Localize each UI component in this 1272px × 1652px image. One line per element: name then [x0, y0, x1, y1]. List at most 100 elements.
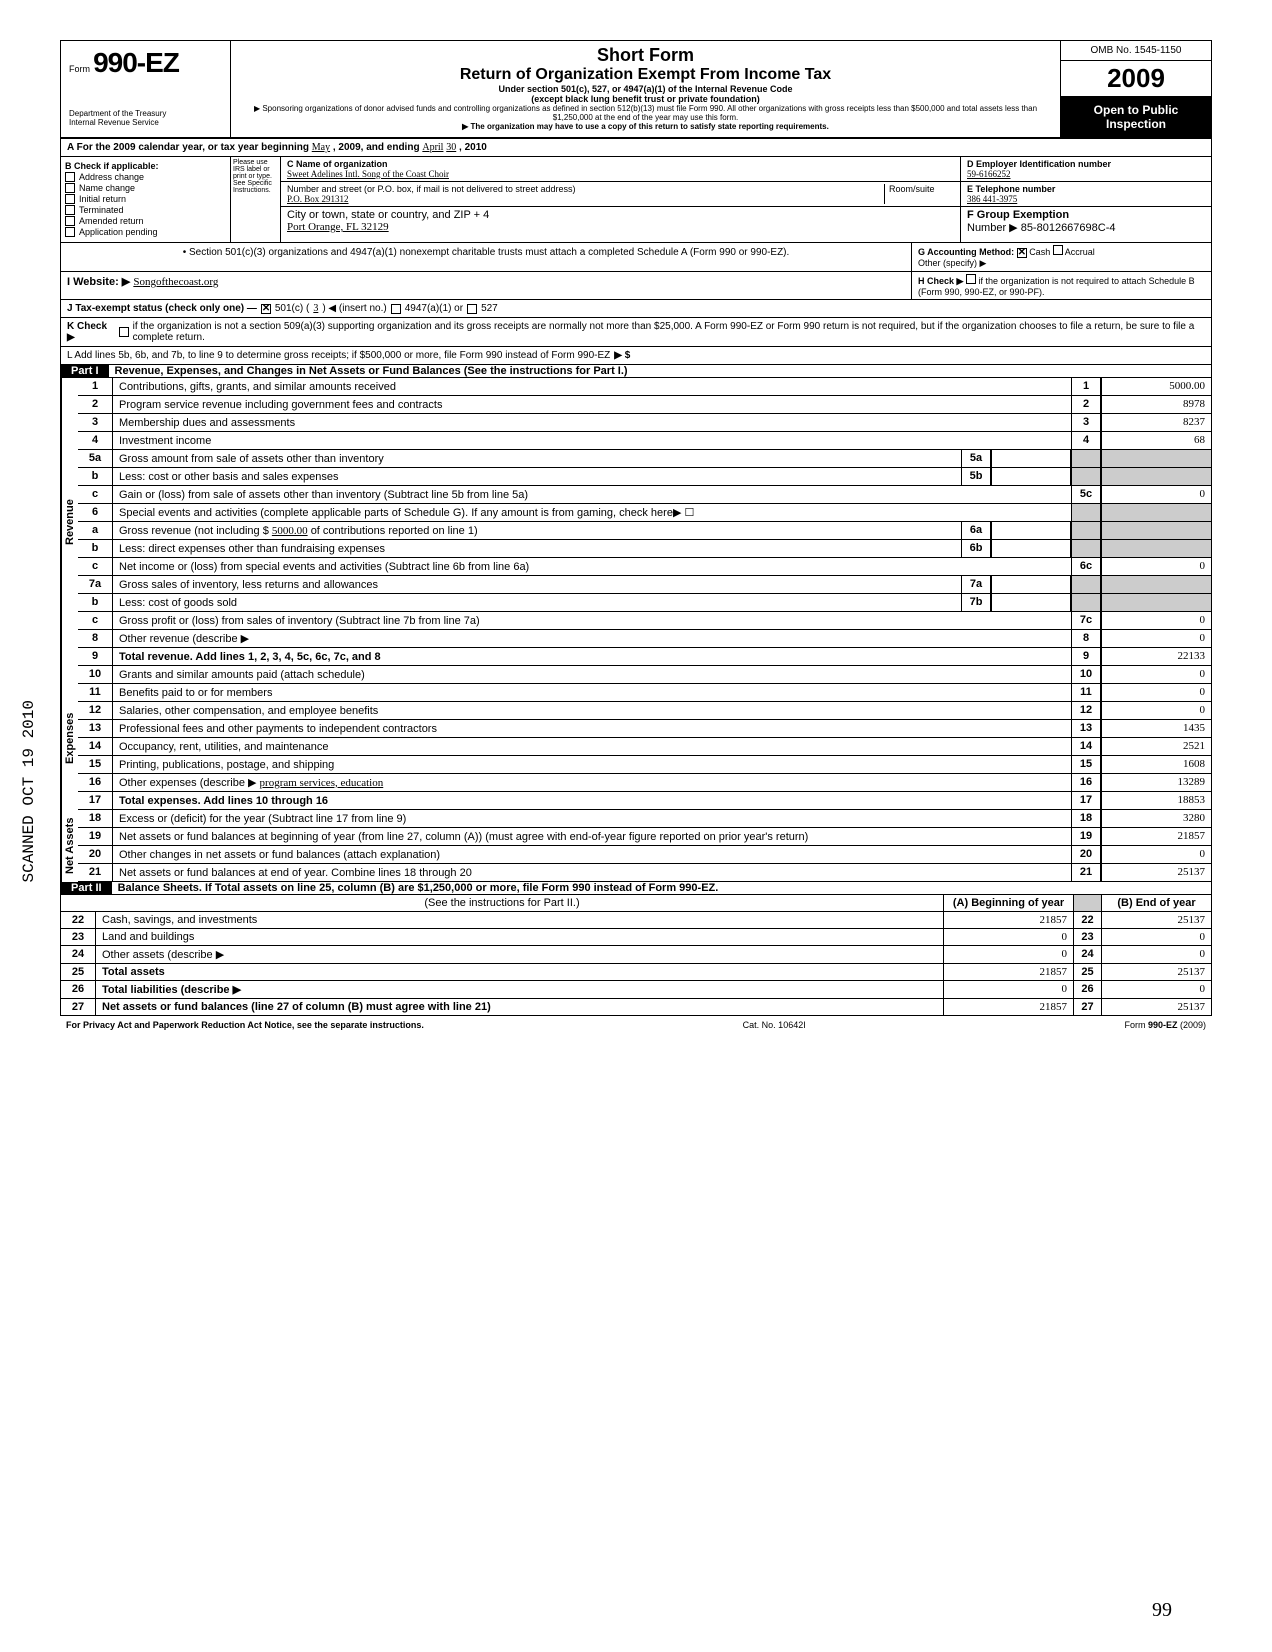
row-l-gross: L Add lines 5b, 6b, and 7b, to line 9 to…	[61, 347, 1211, 365]
netassets-sidebar: Net Assets	[61, 810, 78, 882]
cb-pending[interactable]	[65, 227, 75, 237]
form-990ez: Form 990-EZ Department of the Treasury I…	[60, 40, 1212, 1016]
header-right: OMB No. 1545-1150 2009 Open to Public In…	[1061, 41, 1211, 137]
line6c-amt: 0	[1101, 558, 1211, 575]
line8-amt: 0	[1101, 630, 1211, 647]
expenses-sidebar: Expenses	[61, 666, 78, 810]
bal24b: 0	[1101, 946, 1211, 963]
line16-desc: program services, education	[260, 777, 384, 789]
page-number: 99	[1152, 1599, 1172, 1622]
col-c-org-info: C Name of organization Sweet Adelines In…	[281, 157, 961, 242]
balance-header: (See the instructions for Part II.) (A) …	[61, 895, 1211, 912]
org-street: P.O. Box 291312	[287, 194, 349, 204]
cb-509a3[interactable]	[119, 327, 129, 337]
cb-501c[interactable]	[261, 304, 271, 314]
col-b-checkboxes: B Check if applicable: Address change Na…	[61, 157, 231, 242]
website-value: Songofthecoast.org	[133, 276, 218, 288]
line6a-contrib: 5000.00	[272, 525, 308, 537]
main-title: Return of Organization Exempt From Incom…	[239, 66, 1052, 84]
line15-amt: 1608	[1101, 756, 1211, 773]
bal23a: 0	[943, 929, 1073, 945]
cb-4947[interactable]	[391, 304, 401, 314]
row-501c-gh: • Section 501(c)(3) organizations and 49…	[61, 243, 1211, 272]
org-city: Port Orange, FL 32129	[287, 221, 389, 233]
cb-initial-return[interactable]	[65, 194, 75, 204]
cb-amended[interactable]	[65, 216, 75, 226]
dept-irs: Internal Revenue Service	[69, 118, 222, 127]
header-left: Form 990-EZ Department of the Treasury I…	[61, 41, 231, 137]
section-bcd: B Check if applicable: Address change Na…	[61, 157, 1211, 243]
cb-name-change[interactable]	[65, 183, 75, 193]
cb-accrual[interactable]	[1053, 245, 1063, 255]
bal26a: 0	[943, 981, 1073, 998]
line17-amt: 18853	[1101, 792, 1211, 809]
sponsor-text: ▶ Sponsoring organizations of donor advi…	[239, 104, 1052, 122]
bal26b: 0	[1101, 981, 1211, 998]
bal24a: 0	[943, 946, 1073, 963]
line18-amt: 3280	[1101, 810, 1211, 827]
line9-amt: 22133	[1101, 648, 1211, 665]
netassets-section: Net Assets 18Excess or (deficit) for the…	[61, 810, 1211, 882]
form-number: 990-EZ	[93, 47, 179, 78]
cb-527[interactable]	[467, 304, 477, 314]
line3-amt: 8237	[1101, 414, 1211, 431]
cb-schedule-b[interactable]	[966, 274, 976, 284]
copy-text: ▶ The organization may have to use a cop…	[239, 122, 1052, 131]
except-text: (except black lung benefit trust or priv…	[239, 94, 1052, 104]
short-form-title: Short Form	[239, 45, 1052, 66]
row-a-tax-year: A For the 2009 calendar year, or tax yea…	[61, 139, 1211, 157]
tax-year: 2009	[1061, 61, 1211, 97]
line10-amt: 0	[1101, 666, 1211, 683]
line12-amt: 0	[1101, 702, 1211, 719]
bal27b: 25137	[1101, 999, 1211, 1015]
part1-header: Part I Revenue, Expenses, and Changes in…	[61, 365, 1211, 378]
revenue-section: Revenue 1Contributions, gifts, grants, a…	[61, 378, 1211, 666]
form-label: Form	[69, 64, 90, 74]
501c-number: 3	[313, 303, 318, 314]
cb-address-change[interactable]	[65, 172, 75, 182]
under-section: Under section 501(c), 527, or 4947(a)(1)…	[239, 84, 1052, 94]
line16-amt: 13289	[1101, 774, 1211, 791]
phone-value: 386 441-3975	[967, 194, 1017, 204]
org-name: Sweet Adelines Intl. Song of the Coast C…	[287, 169, 449, 179]
part2-header: Part II Balance Sheets. If Total assets …	[61, 882, 1211, 895]
bal25b: 25137	[1101, 964, 1211, 980]
year-begin: May	[312, 142, 330, 153]
line19-amt: 21857	[1101, 828, 1211, 845]
bal23b: 0	[1101, 929, 1211, 945]
form-header: Form 990-EZ Department of the Treasury I…	[61, 41, 1211, 139]
col-d-ein: D Employer Identification number 59-6166…	[961, 157, 1211, 242]
ein-value: 59-6166252	[967, 169, 1011, 179]
year-end-day: 30	[446, 142, 456, 153]
bal22b: 25137	[1101, 912, 1211, 928]
year-end-month: April	[422, 142, 443, 153]
group-number: Number ▶ 85-8012667698C-4	[967, 222, 1116, 234]
header-center: Short Form Return of Organization Exempt…	[231, 41, 1061, 137]
dept-treasury: Department of the Treasury	[69, 109, 222, 118]
line20-amt: 0	[1101, 846, 1211, 863]
line13-amt: 1435	[1101, 720, 1211, 737]
revenue-sidebar: Revenue	[61, 378, 78, 666]
row-i-website: I Website: ▶ Songofthecoast.org H Check …	[61, 272, 1211, 300]
line5c-amt: 0	[1101, 486, 1211, 503]
line1-amt: 5000.00	[1101, 378, 1211, 395]
line21-amt: 25137	[1101, 864, 1211, 881]
omb-number: OMB No. 1545-1150	[1061, 41, 1211, 61]
form-footer: For Privacy Act and Paperwork Reduction …	[60, 1016, 1212, 1034]
bal27a: 21857	[943, 999, 1073, 1015]
inspection-box: Open to Public Inspection	[1061, 97, 1211, 137]
line2-amt: 8978	[1101, 396, 1211, 413]
footer-form: Form 990-EZ (2009)	[1124, 1020, 1206, 1030]
cb-terminated[interactable]	[65, 205, 75, 215]
row-k-check: K Check ▶ if the organization is not a s…	[61, 318, 1211, 347]
bal25a: 21857	[943, 964, 1073, 980]
expenses-section: Expenses 10Grants and similar amounts pa…	[61, 666, 1211, 810]
please-label: Please use IRS label or print or type. S…	[231, 157, 281, 242]
line4-amt: 68	[1101, 432, 1211, 449]
row-j-tax-status: J Tax-exempt status (check only one) — 5…	[61, 300, 1211, 318]
line11-amt: 0	[1101, 684, 1211, 701]
cb-cash[interactable]	[1017, 248, 1027, 258]
line7c-amt: 0	[1101, 612, 1211, 629]
bal22a: 21857	[943, 912, 1073, 928]
line14-amt: 2521	[1101, 738, 1211, 755]
